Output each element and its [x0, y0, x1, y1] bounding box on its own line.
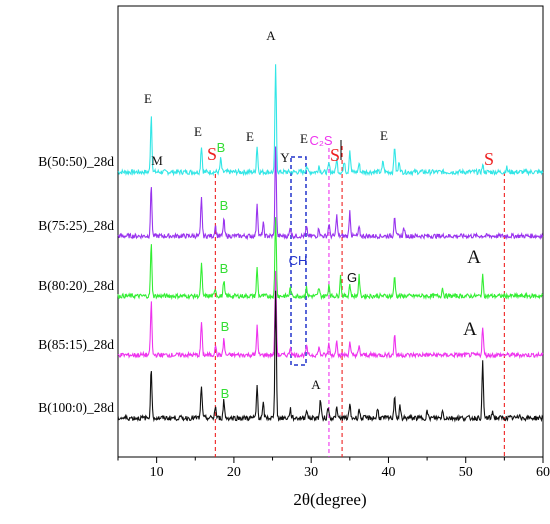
peak-annotation: A	[467, 247, 481, 268]
x-tick-label: 20	[227, 465, 241, 480]
peak-annotation: S	[330, 145, 340, 165]
peak-annotation: A	[266, 28, 276, 43]
x-tick-label: 40	[381, 465, 395, 480]
phase-marker-lines	[214, 146, 505, 457]
peak-annotation: Y	[280, 150, 290, 165]
peak-annotation: A	[311, 377, 321, 392]
series-label: B(50:50)_28d	[38, 154, 114, 169]
series-label: B(85:15)_28d	[38, 337, 114, 352]
peak-annotation: E	[144, 91, 152, 106]
series-line-3	[117, 217, 544, 301]
peak-annotation: E	[300, 131, 308, 146]
series-label: B(80:20)_28d	[38, 278, 114, 293]
x-tick-label: 10	[150, 465, 164, 480]
ch-highlight-box	[290, 156, 307, 366]
series-line-4	[117, 270, 544, 360]
peak-annotation: S	[484, 149, 494, 169]
x-axis-label: 2θ(degree)	[293, 490, 366, 509]
series-line-2	[117, 146, 544, 241]
series-line-1	[117, 64, 544, 177]
peak-annotation: S	[207, 144, 217, 164]
series-label: B(100:0)_28d	[38, 400, 114, 415]
peak-annotation: A	[463, 319, 477, 340]
series-label: B(75:25)_28d	[38, 218, 114, 233]
series-line-5	[117, 290, 544, 423]
peak-annotation: E	[380, 128, 388, 143]
peak-annotation: M	[151, 153, 163, 168]
x-tick-label: 30	[304, 465, 318, 480]
peak-annotation: B	[220, 198, 229, 213]
peak-annotation: CH	[289, 253, 308, 268]
plot-frame	[117, 5, 544, 458]
peak-annotation: B	[221, 319, 230, 334]
peak-annotation: G	[347, 270, 357, 285]
series-labels: B(50:50)_28d B(75:25)_28d B(80:20)_28d B(85…	[38, 154, 114, 415]
x-tick-label: 60	[536, 465, 550, 480]
peak-annotation: B	[221, 386, 230, 401]
x-tick-label: 50	[459, 465, 473, 480]
peak-annotation: E	[194, 124, 202, 139]
peak-annotation: B	[220, 261, 229, 276]
x-axis: 10 20 30 40 50 60	[117, 457, 550, 480]
peak-annotation: C₂S	[309, 133, 332, 148]
peak-annotation: E	[246, 129, 254, 144]
peak-annotation: B	[217, 140, 226, 155]
series-layer	[117, 64, 544, 423]
